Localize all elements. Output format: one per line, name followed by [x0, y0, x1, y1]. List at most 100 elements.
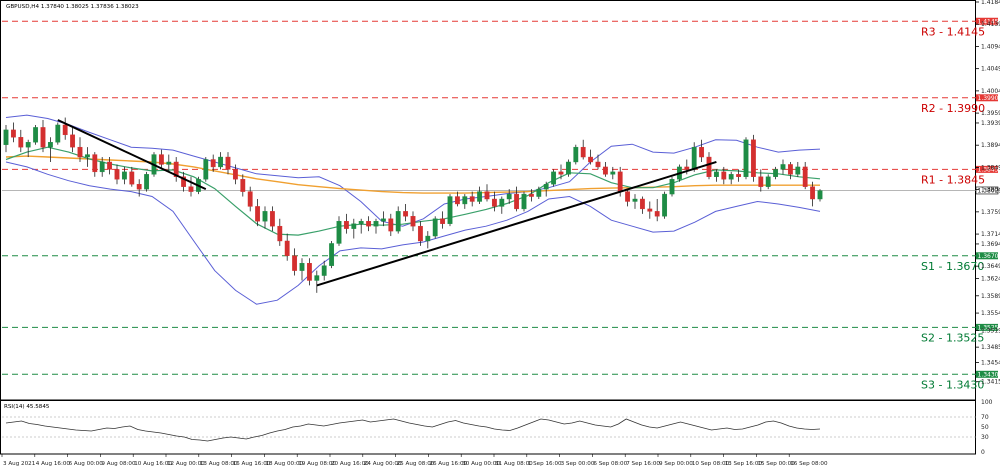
level-label-r1: R1 - 1.3845 — [921, 173, 985, 186]
candle-bearish — [11, 130, 15, 137]
level-label-r2: R2 - 1.3990 — [921, 102, 985, 115]
candle-bullish — [544, 184, 548, 189]
candle-bullish — [477, 192, 481, 202]
y-tick-label: 1.36940 — [981, 241, 1000, 248]
candle-bullish — [48, 142, 52, 147]
level-label-s2: S2 - 1.3525 — [921, 331, 984, 344]
candle-bearish — [514, 194, 518, 209]
candle-bullish — [670, 179, 674, 194]
candle-bearish — [211, 160, 215, 167]
candle-bullish — [522, 194, 526, 209]
candle-bullish — [766, 177, 770, 187]
candle-bullish — [396, 211, 400, 231]
candle-bearish — [19, 137, 23, 147]
y-tick-label: 1.36240 — [981, 276, 1000, 283]
candle-bullish — [263, 211, 267, 221]
candle-bullish — [322, 266, 326, 276]
candle-bullish — [329, 243, 333, 265]
y-tick-label: 1.34850 — [981, 344, 1000, 351]
level-price-text-s3: 1.34300 — [978, 371, 1000, 378]
y-tick-label: 1.38940 — [981, 142, 1000, 149]
candle-bearish — [107, 162, 111, 169]
candle-bearish — [470, 197, 474, 202]
x-tick-label: 9 Aug 08:00 — [101, 461, 136, 467]
candle-bearish — [810, 187, 814, 199]
candle-bearish — [455, 197, 459, 204]
candle-bearish — [722, 172, 726, 179]
candle-bearish — [248, 192, 252, 207]
candle-bullish — [773, 169, 777, 176]
candle-bearish — [596, 162, 600, 167]
candle-bullish — [144, 174, 148, 189]
candle-bearish — [270, 211, 274, 226]
candle-bearish — [189, 187, 193, 192]
candle-bearish — [699, 147, 703, 157]
rsi-tick-label: 0 — [981, 449, 985, 456]
candle-bearish — [411, 216, 415, 226]
y-tick-label: 1.41390 — [981, 21, 1000, 28]
candle-bearish — [736, 174, 740, 176]
candle-bearish — [255, 206, 259, 221]
candle-bullish — [218, 157, 222, 167]
x-tick-label: 3 Aug 2021 — [3, 461, 36, 467]
candle-bearish — [588, 157, 592, 162]
candle-bearish — [130, 172, 134, 184]
candle-bullish — [85, 155, 89, 157]
level-label-s3: S3 - 1.3430 — [921, 378, 984, 391]
y-tick-label: 1.40940 — [981, 43, 1000, 50]
candle-bullish — [315, 276, 319, 281]
rsi-tick-label: 50 — [981, 424, 989, 431]
chart-title: GBPUSD,H4 1.37840 1.38025 1.37836 1.3802… — [6, 4, 139, 10]
candle-bearish — [707, 157, 711, 177]
candle-bearish — [307, 263, 311, 280]
candle-bearish — [625, 192, 629, 202]
x-tick-label: 4 Aug 16:00 — [36, 461, 71, 467]
candle-bearish — [559, 172, 563, 174]
candle-bearish — [418, 226, 422, 241]
y-tick-label: 1.40040 — [981, 88, 1000, 95]
y-tick-label: 1.35890 — [981, 293, 1000, 300]
candle-bullish — [744, 140, 748, 177]
y-tick-label: 1.39590 — [981, 110, 1000, 117]
x-tick-label: 1 Sep 16:00 — [528, 461, 562, 467]
price-panel — [1, 1, 976, 401]
rsi-tick-label: 70 — [981, 414, 989, 421]
candle-bearish — [292, 256, 296, 271]
candle-bullish — [507, 194, 511, 199]
candle-bearish — [648, 209, 652, 211]
candle-bearish — [93, 155, 97, 172]
rsi-tick-label: 30 — [981, 434, 989, 441]
candle-bearish — [788, 164, 792, 174]
candle-bullish — [337, 221, 341, 243]
x-tick-label: 7 Sep 16:00 — [626, 461, 660, 467]
candle-bullish — [463, 197, 467, 204]
candle-bullish — [692, 147, 696, 169]
level-price-text-r2: 1.39900 — [978, 95, 1000, 102]
candle-bullish — [574, 147, 578, 162]
candle-bearish — [233, 169, 237, 179]
candle-bullish — [26, 142, 30, 147]
candle-bearish — [137, 184, 141, 189]
level-label-s1: S1 - 1.3670 — [921, 260, 984, 273]
y-tick-label: 1.37140 — [981, 231, 1000, 238]
candle-bullish — [56, 125, 60, 142]
candle-bearish — [278, 226, 282, 241]
candle-bullish — [204, 160, 208, 180]
x-tick-label: 9 Sep 00:00 — [659, 461, 693, 467]
candle-bullish — [662, 194, 666, 216]
candle-bullish — [374, 221, 378, 226]
candle-bearish — [655, 211, 659, 216]
y-tick-label: 1.38490 — [981, 164, 1000, 171]
candle-bearish — [366, 221, 370, 226]
candle-bearish — [344, 221, 348, 228]
candle-bearish — [41, 127, 45, 147]
candle-bearish — [618, 172, 622, 192]
candle-bearish — [70, 135, 74, 147]
candle-bullish — [359, 221, 363, 223]
candle-bullish — [433, 219, 437, 236]
candle-bearish — [581, 147, 585, 157]
candle-bearish — [640, 199, 644, 209]
y-tick-label: 1.35190 — [981, 327, 1000, 334]
